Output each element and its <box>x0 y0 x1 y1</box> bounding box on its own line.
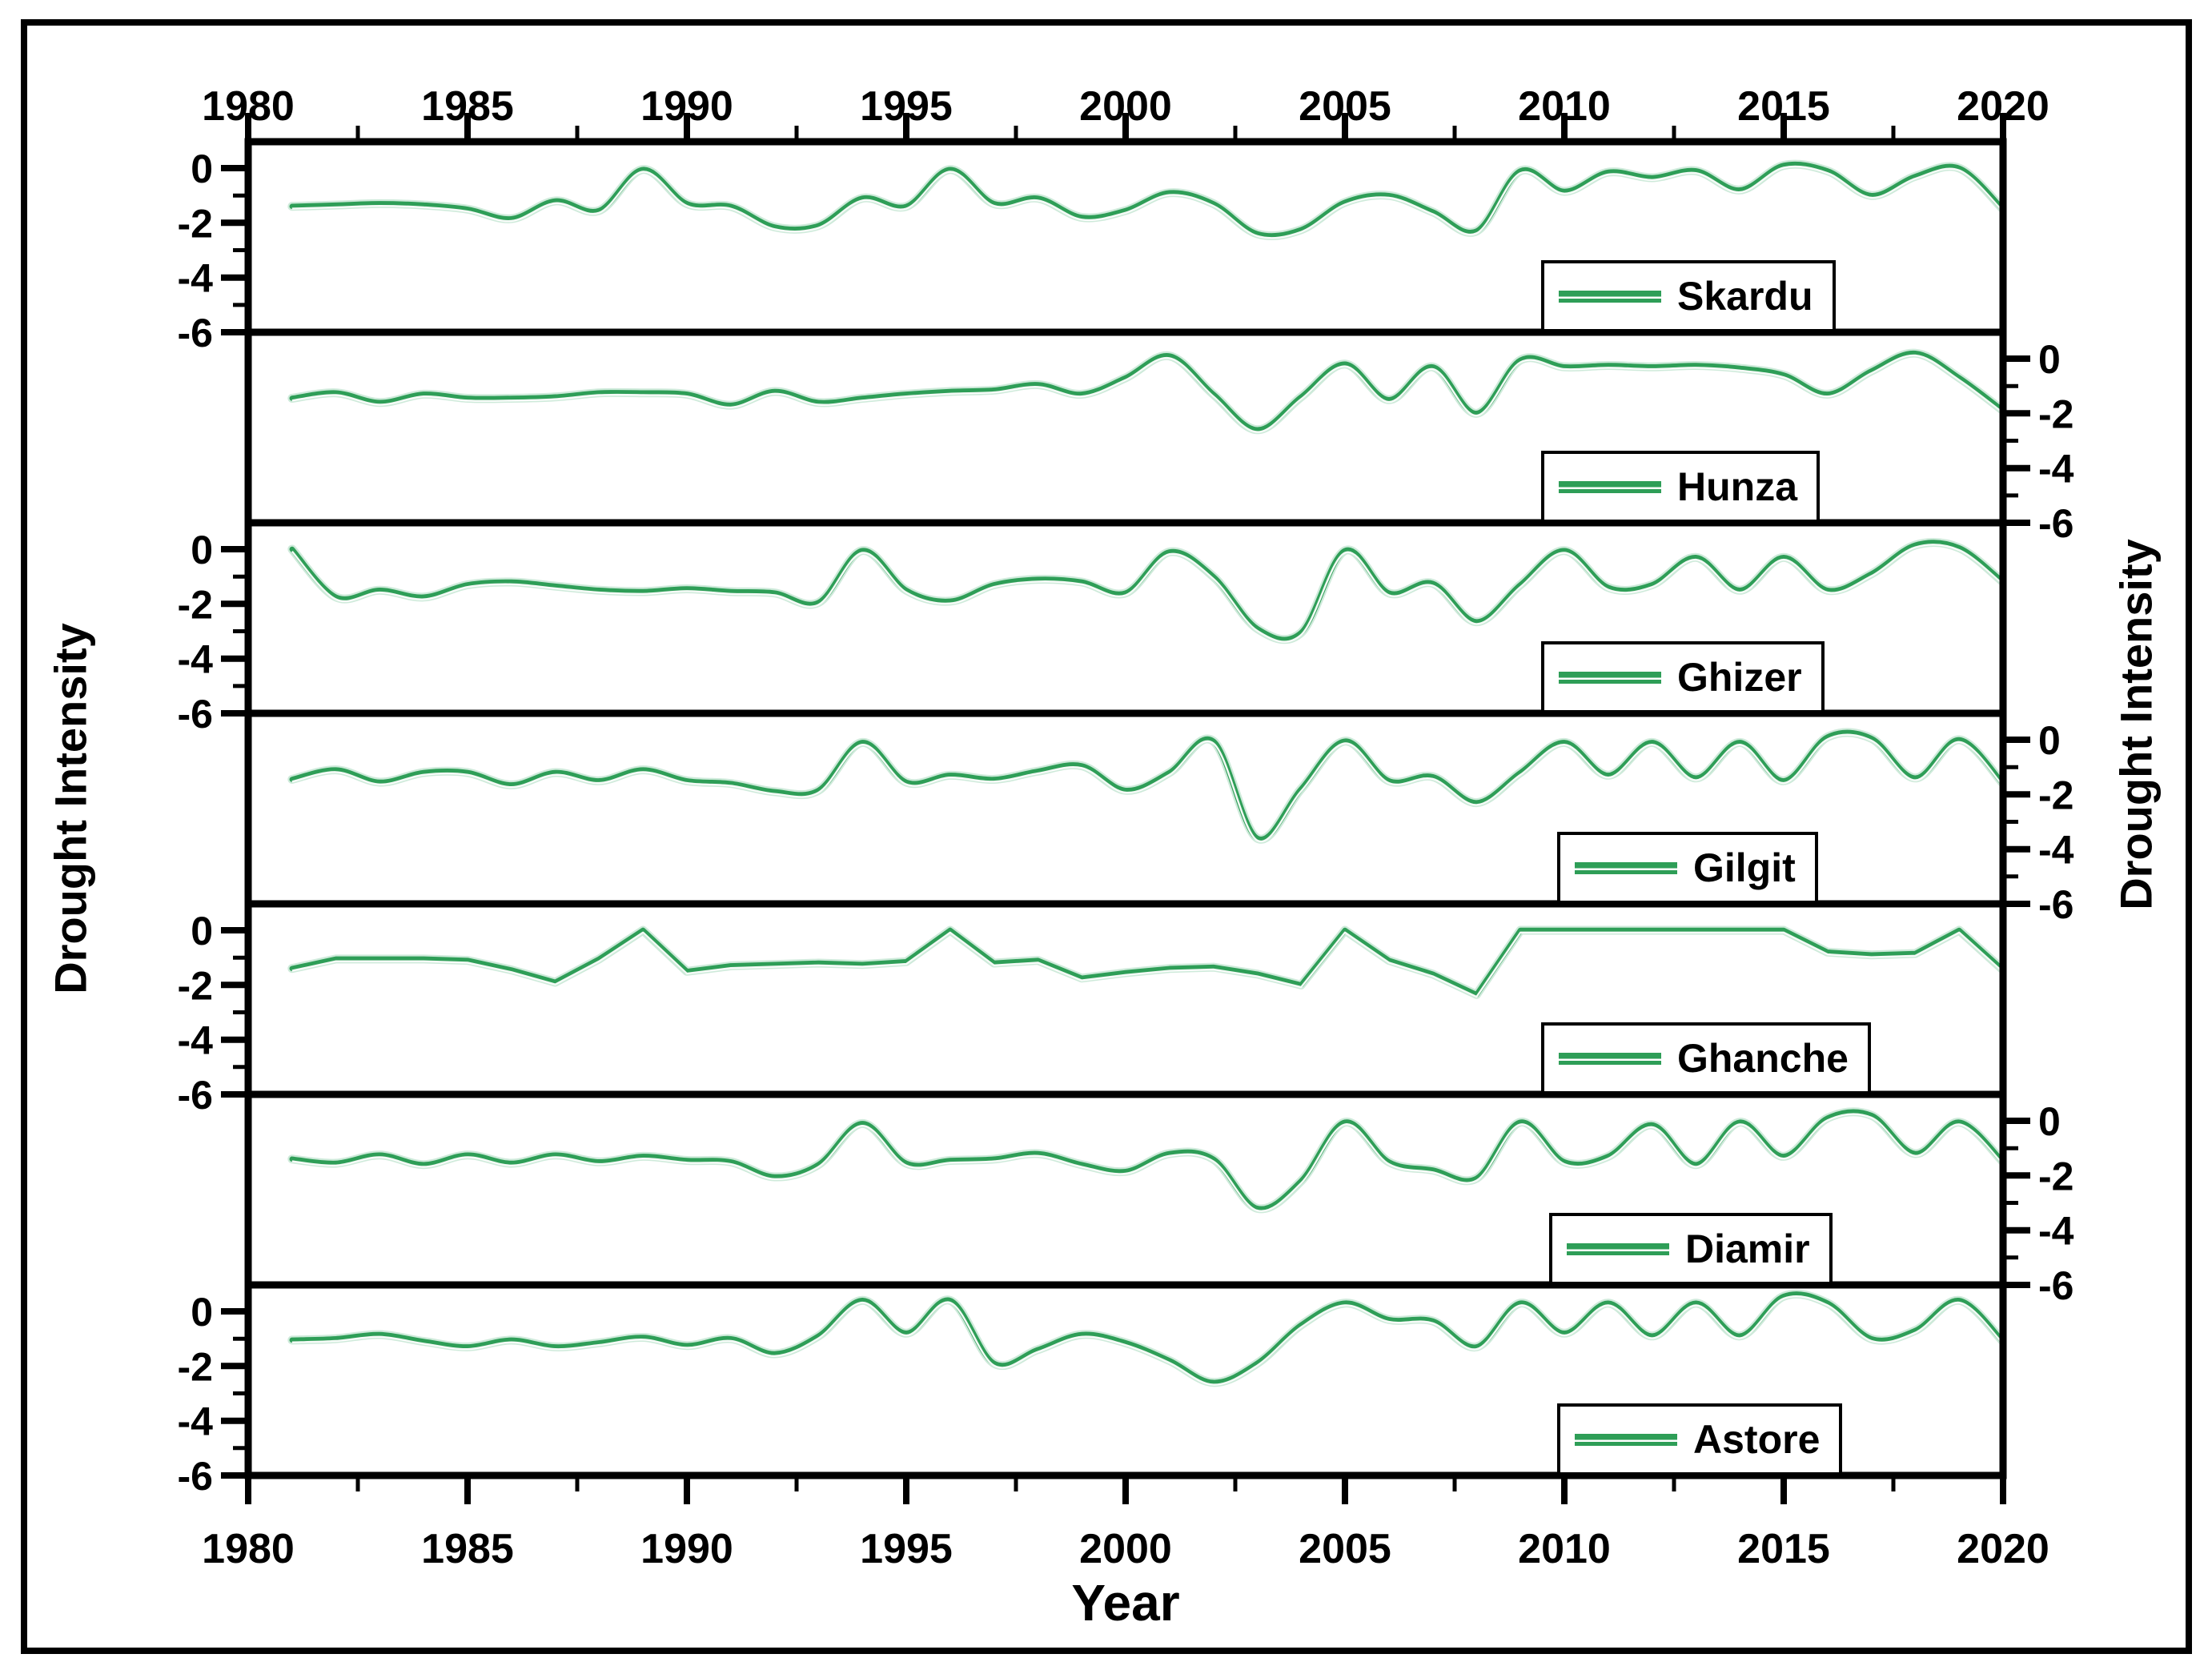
y-tick-label-left: -4 <box>178 256 214 301</box>
y-tick-label-left: -6 <box>178 1073 213 1118</box>
series-hunza <box>287 348 2002 435</box>
x-tick-label-bottom: 2010 <box>1518 1526 1611 1572</box>
x-minor-ticks <box>355 126 1896 1491</box>
x-tick-label-bottom: 2005 <box>1299 1526 1391 1572</box>
y-tick-label-right: -2 <box>2038 773 2073 817</box>
y-tick-label-left: -6 <box>178 311 213 355</box>
y-major-ticks <box>221 165 2030 1479</box>
y-tick-label-right: -6 <box>2038 501 2073 546</box>
legend-ghanche: Ghanche <box>1541 1022 1871 1094</box>
legend-label: Diamir <box>1685 1226 1810 1271</box>
legend-label: Ghanche <box>1677 1036 1849 1081</box>
y-tick-label-right: -4 <box>2038 828 2074 873</box>
x-tick-label-top: 1980 <box>202 83 295 130</box>
x-tick-label-top: 1990 <box>640 83 733 130</box>
legend-line-sample <box>1559 1052 1661 1065</box>
series-skardu <box>287 159 2002 240</box>
series-diamir <box>287 1107 2002 1214</box>
legend-label: Ghizer <box>1677 655 1802 700</box>
figure-border <box>21 19 2192 1654</box>
y-tick-label-right: 0 <box>2038 1099 2061 1144</box>
x-tick-label-bottom: 2020 <box>1957 1526 2049 1572</box>
legend-line-sample <box>1567 1242 1669 1255</box>
x-tick-label-bottom: 2000 <box>1079 1526 1172 1572</box>
x-major-ticks <box>245 113 2006 1504</box>
y-tick-label-right: -2 <box>2038 1154 2073 1198</box>
y-tick-label-left: -2 <box>178 1344 213 1389</box>
x-tick-label-bottom: 1995 <box>860 1526 953 1572</box>
y-tick-label-left: 0 <box>191 147 213 191</box>
x-tick-label-bottom: 1990 <box>640 1526 733 1572</box>
legend-line-sample <box>1559 480 1661 493</box>
y-tick-label-right: -4 <box>2038 1209 2074 1254</box>
legend-ghizer: Ghizer <box>1541 641 1825 713</box>
legend-label: Astore <box>1693 1417 1821 1462</box>
y-tick-label-left: -2 <box>178 201 213 246</box>
x-tick-label-top: 2005 <box>1299 83 1391 130</box>
series-gilgit <box>287 728 2002 844</box>
y-minor-ticks <box>233 193 2018 1451</box>
x-tick-label-top: 1995 <box>860 83 953 130</box>
left-axis-title: Drought Intensity <box>45 623 96 994</box>
y-tick-label-left: -6 <box>178 1454 213 1499</box>
y-tick-label-left: 0 <box>191 909 213 953</box>
y-tick-label-right: -4 <box>2038 447 2074 492</box>
y-tick-label-right: -6 <box>2038 882 2073 927</box>
y-tick-label-left: -4 <box>178 1399 214 1444</box>
y-tick-label-left: -4 <box>178 637 214 682</box>
x-tick-label-top: 2010 <box>1518 83 1611 130</box>
x-tick-label-top: 2000 <box>1079 83 1172 130</box>
y-tick-label-left: 0 <box>191 1290 213 1335</box>
y-tick-label-left: -2 <box>178 963 213 1008</box>
legend-gilgit: Gilgit <box>1557 832 1818 904</box>
y-tick-label-left: 0 <box>191 528 213 572</box>
right-axis-title: Drought Intensity <box>2110 539 2162 910</box>
legend-label: Hunza <box>1677 464 1797 509</box>
y-tick-label-right: -6 <box>2038 1263 2073 1308</box>
series-astore <box>287 1289 2002 1387</box>
legend-label: Gilgit <box>1693 845 1796 890</box>
x-tick-label-bottom: 1980 <box>202 1526 295 1572</box>
legend-line-sample <box>1575 861 1677 874</box>
x-tick-label-top: 1985 <box>421 83 514 130</box>
y-tick-label-right: 0 <box>2038 718 2061 763</box>
legend-diamir: Diamir <box>1549 1213 1833 1285</box>
y-tick-label-right: -2 <box>2038 391 2073 436</box>
x-tick-label-top: 2015 <box>1737 83 1830 130</box>
x-axis-title: Year <box>1071 1574 1180 1632</box>
legend-line-sample <box>1559 671 1661 684</box>
series-ghanche <box>287 925 2002 999</box>
legend-label: Skardu <box>1677 274 1813 319</box>
legend-astore: Astore <box>1557 1403 1843 1475</box>
y-tick-label-right: 0 <box>2038 337 2061 382</box>
y-tick-label-left: -4 <box>178 1018 214 1063</box>
y-tick-label-left: -2 <box>178 582 213 627</box>
y-tick-label-left: -6 <box>178 692 213 737</box>
x-tick-label-bottom: 1985 <box>421 1526 514 1572</box>
legend-line-sample <box>1559 290 1661 303</box>
legend-skardu: Skardu <box>1541 260 1836 332</box>
legend-line-sample <box>1575 1433 1677 1446</box>
legend-hunza: Hunza <box>1541 451 1820 523</box>
x-tick-label-bottom: 2015 <box>1737 1526 1830 1572</box>
x-tick-label-top: 2020 <box>1957 83 2049 130</box>
series-ghizer <box>287 538 2002 644</box>
